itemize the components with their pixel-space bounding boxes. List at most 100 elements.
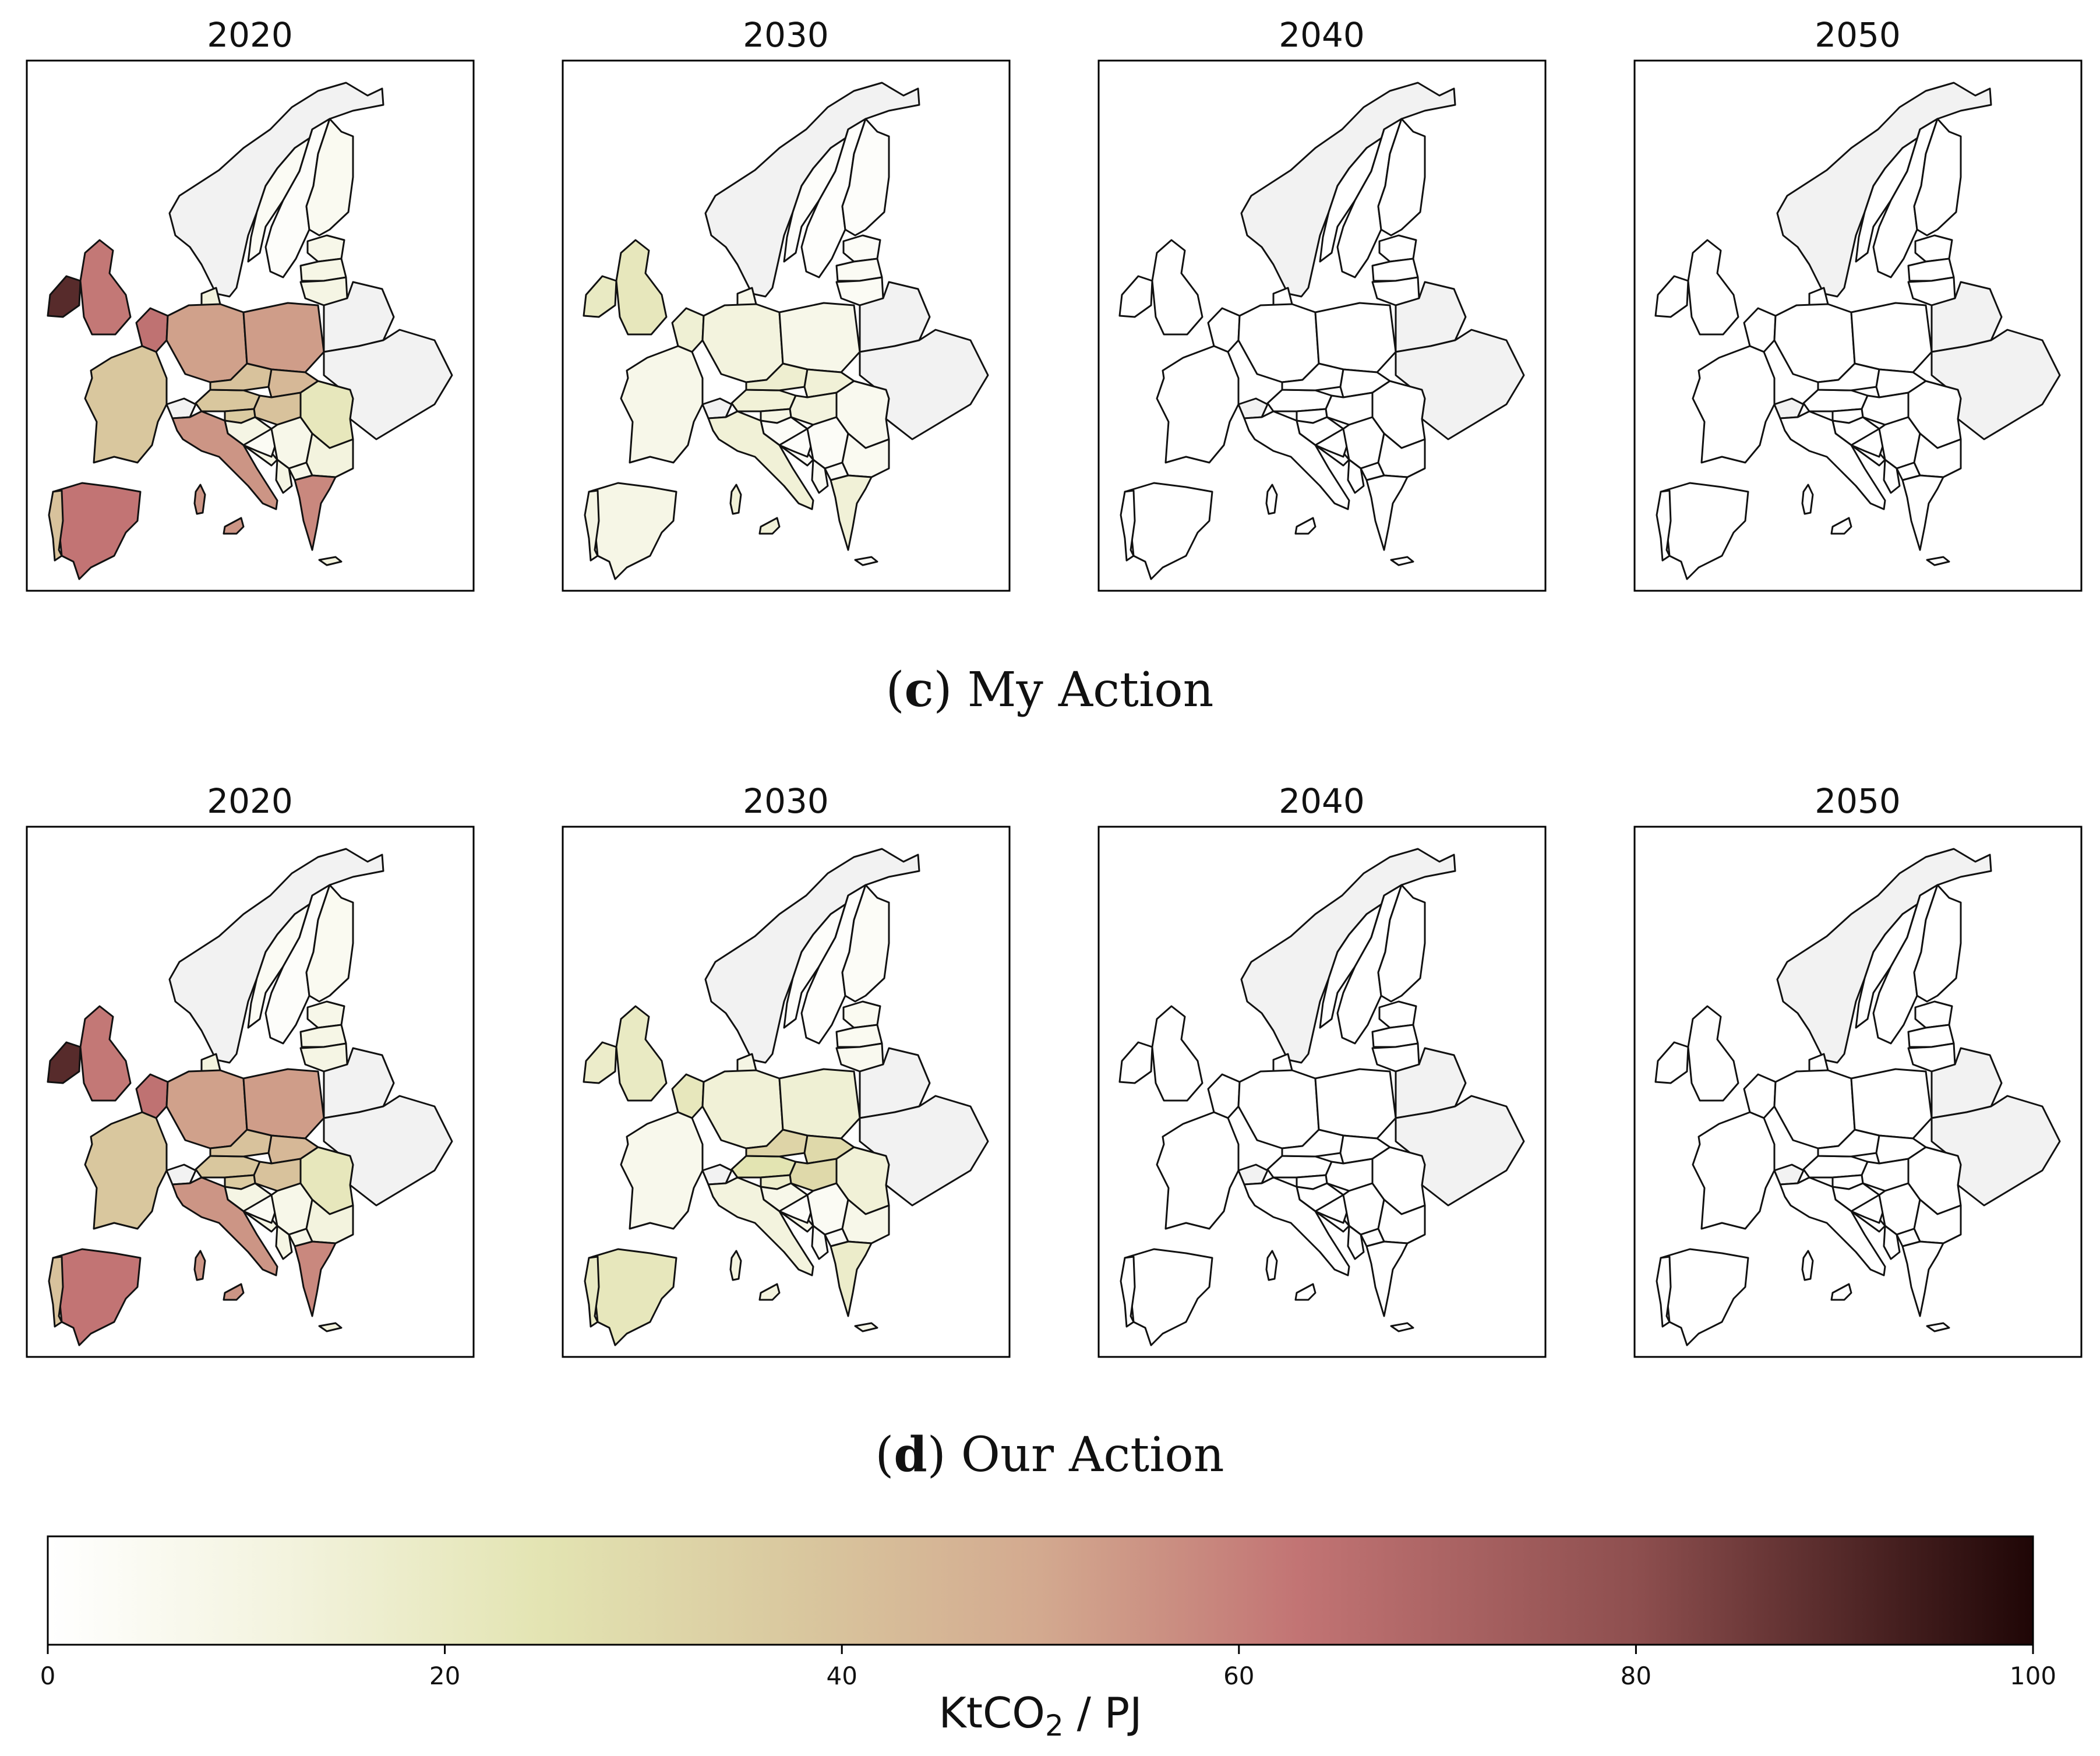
- region-albania: [1347, 459, 1365, 494]
- panel-title: 2040: [1279, 15, 1365, 55]
- region-italy: [171, 410, 278, 510]
- region-albania: [1883, 1225, 1901, 1260]
- panel-frame: [1097, 826, 1547, 1358]
- region-portugal: [1120, 489, 1136, 562]
- region-portugal: [584, 1256, 600, 1328]
- region-romania: [1907, 1146, 1962, 1215]
- region-france: [1692, 1111, 1776, 1230]
- region-greece: [830, 474, 873, 551]
- region-spain: [52, 1248, 142, 1346]
- region-albania: [811, 459, 829, 494]
- region-uk: [615, 239, 668, 336]
- panel-frame: [1633, 59, 2083, 592]
- region-benelux: [1207, 307, 1241, 353]
- region-crete: [1390, 1322, 1414, 1332]
- region-estonia: [842, 234, 881, 263]
- region-uk: [79, 239, 132, 336]
- panel-title: 2040: [1279, 781, 1365, 821]
- region-greece: [294, 474, 337, 551]
- region-germany: [1773, 1069, 1856, 1149]
- region-albania: [1347, 1225, 1365, 1260]
- region-germany: [1237, 1069, 1320, 1149]
- region-portugal: [1656, 489, 1672, 562]
- region-estonia: [842, 1000, 881, 1029]
- region-finland: [841, 884, 890, 1003]
- region-macedonia: [288, 461, 313, 481]
- region-sardinia: [193, 1250, 206, 1281]
- region-estonia: [1378, 1000, 1417, 1029]
- region-france: [620, 345, 704, 464]
- region-macedonia: [824, 1228, 849, 1247]
- region-greece: [1365, 1240, 1409, 1317]
- region-latvia: [1371, 1024, 1419, 1048]
- caption-d: (d) Our Action: [875, 1427, 1224, 1483]
- region-finland: [1913, 884, 1962, 1003]
- panel-frame: [562, 826, 1011, 1358]
- region-uk: [1687, 1005, 1739, 1102]
- region-ireland: [1654, 1041, 1689, 1084]
- region-sardinia: [729, 1250, 742, 1281]
- region-estonia: [1914, 1000, 1953, 1029]
- region-ireland: [47, 275, 82, 318]
- region-sardinia: [1265, 1250, 1278, 1281]
- region-greece: [830, 1240, 873, 1317]
- region-macedonia: [1360, 461, 1385, 481]
- panel-title: 2020: [207, 15, 293, 55]
- region-germany: [1773, 303, 1856, 383]
- region-switzerland: [1773, 397, 1805, 419]
- panel-title: 2020: [207, 781, 293, 821]
- region-albania: [275, 1225, 293, 1260]
- region-italy: [171, 1176, 278, 1277]
- region-latvia: [835, 258, 883, 282]
- panel-frame: [562, 59, 1011, 592]
- region-austria: [730, 389, 797, 412]
- region-uk: [79, 1005, 132, 1102]
- region-spain: [588, 482, 677, 580]
- region-austria: [195, 389, 261, 412]
- region-ireland: [47, 1041, 82, 1084]
- region-benelux: [671, 1073, 705, 1119]
- caption-letter: c: [905, 662, 934, 718]
- region-finland: [1913, 118, 1962, 237]
- region-crete: [318, 556, 343, 566]
- region-poland: [778, 1068, 861, 1140]
- region-austria: [730, 1155, 797, 1179]
- region-crete: [1390, 556, 1414, 566]
- region-sicily: [758, 1283, 781, 1301]
- region-albania: [275, 459, 293, 494]
- region-crete: [1926, 1322, 1950, 1332]
- region-benelux: [135, 1073, 169, 1119]
- panel-frame: [26, 59, 475, 592]
- region-sicily: [223, 517, 245, 535]
- region-uk: [615, 1005, 668, 1102]
- region-macedonia: [1896, 1228, 1921, 1247]
- colorbar-tick-label: 20: [429, 1662, 460, 1690]
- region-poland: [778, 302, 861, 373]
- region-italy: [1243, 410, 1350, 510]
- region-portugal: [1120, 1256, 1136, 1328]
- region-sicily: [1294, 517, 1317, 535]
- region-latvia: [299, 1024, 347, 1048]
- region-france: [620, 1111, 704, 1230]
- region-benelux: [1743, 307, 1777, 353]
- region-switzerland: [1237, 1163, 1269, 1186]
- region-portugal: [48, 489, 64, 562]
- region-estonia: [1378, 234, 1417, 263]
- colorbar-tick-label: 0: [40, 1662, 56, 1690]
- region-estonia: [1914, 234, 1953, 263]
- region-france: [1156, 1111, 1240, 1230]
- panel-title: 2030: [743, 781, 829, 821]
- region-uk: [1687, 239, 1739, 336]
- region-germany: [165, 1069, 248, 1149]
- caption-text: Our Action: [961, 1427, 1224, 1483]
- panel-frame: [1097, 59, 1547, 592]
- region-crete: [318, 1322, 343, 1332]
- panel-title: 2030: [743, 15, 829, 55]
- caption-c: (c) My Action: [886, 662, 1214, 718]
- region-france: [1692, 345, 1776, 464]
- region-ireland: [1118, 1041, 1153, 1084]
- region-latvia: [1907, 1024, 1955, 1048]
- region-austria: [1802, 389, 1869, 412]
- colorbar-label: KtCO2 / PJ: [939, 1688, 1142, 1743]
- row-our-action: 2020 2030 2040 2050 (d) Our Action: [26, 781, 2083, 1483]
